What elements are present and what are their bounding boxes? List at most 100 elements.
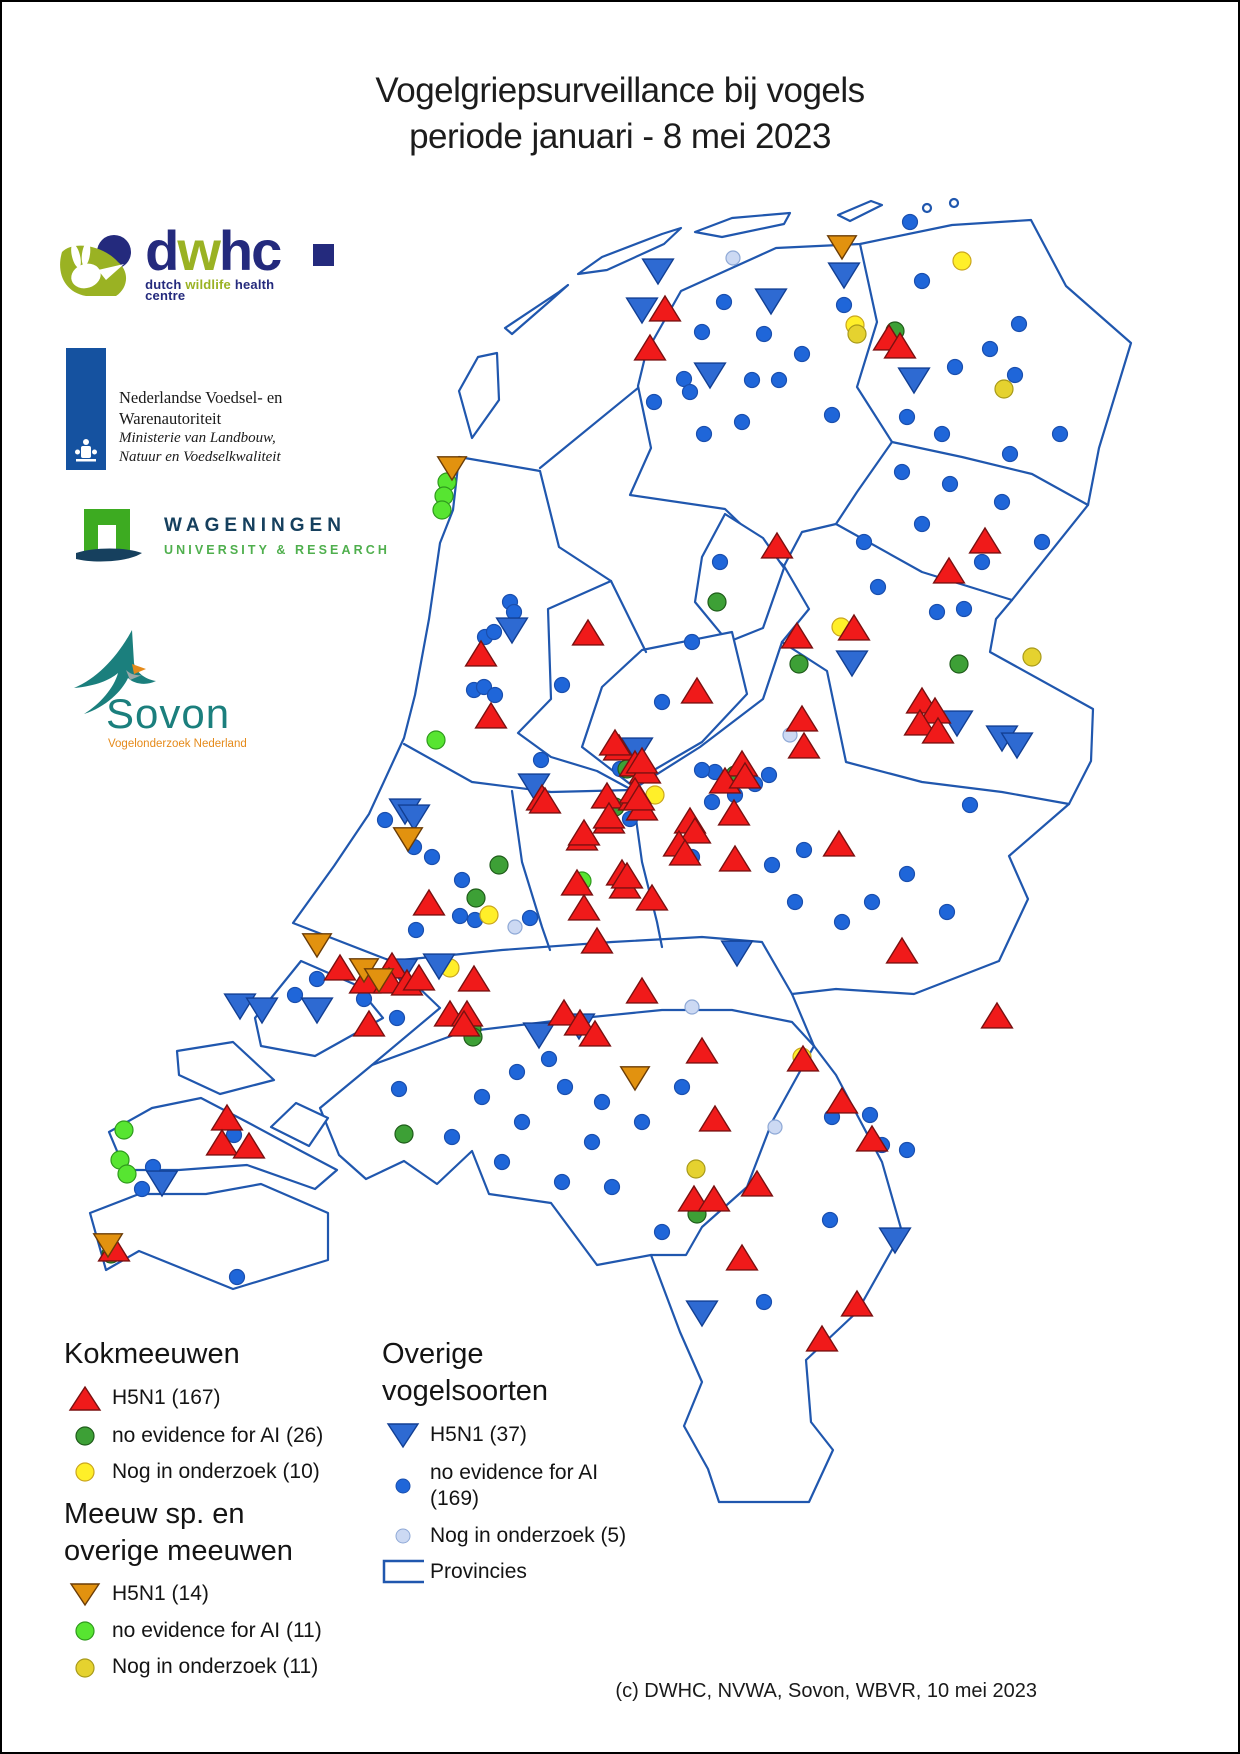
marker-kokmeeuwen-h5n1 bbox=[668, 838, 702, 866]
marker-overige-no-evidence bbox=[451, 907, 469, 925]
legend-overige-title: Overige vogelsoorten bbox=[382, 1338, 549, 1408]
marker-overige-no-evidence bbox=[611, 760, 629, 778]
marker-kokmeeuwen-onderzoek bbox=[952, 251, 972, 271]
marker-meeuw-no-evidence bbox=[437, 472, 457, 492]
marker-kokmeeuwen-h5n1 bbox=[323, 953, 357, 981]
marker-overige-no-evidence bbox=[475, 678, 493, 696]
marker-kokmeeuwen-no-evidence bbox=[725, 765, 745, 785]
marker-overige-h5n1 bbox=[300, 997, 334, 1025]
marker-kokmeeuwen-h5n1 bbox=[205, 1128, 239, 1156]
marker-overige-no-evidence bbox=[681, 383, 699, 401]
marker-kokmeeuwen-no-evidence bbox=[394, 1124, 414, 1144]
marker-overige-no-evidence bbox=[786, 893, 804, 911]
dwhc-logo-icon bbox=[60, 235, 131, 296]
dwhc-letter-d: d bbox=[145, 219, 179, 283]
marker-overige-onderzoek bbox=[725, 250, 741, 266]
marker-overige-no-evidence bbox=[693, 323, 711, 341]
marker-overige-no-evidence bbox=[423, 848, 441, 866]
marker-kokmeeuwen-h5n1 bbox=[673, 806, 707, 834]
marker-kokmeeuwen-h5n1 bbox=[837, 613, 871, 641]
legend-item-provincies: Provincies bbox=[382, 1559, 682, 1585]
island-rottum-2 bbox=[948, 197, 960, 209]
marker-overige-no-evidence bbox=[1006, 366, 1024, 384]
marker-overige-no-evidence bbox=[675, 370, 693, 388]
marker-overige-no-evidence bbox=[503, 618, 521, 636]
green-dot-icon bbox=[64, 1425, 106, 1447]
marker-overige-no-evidence bbox=[746, 775, 764, 793]
marker-kokmeeuwen-no-evidence bbox=[885, 321, 905, 341]
marker-overige-no-evidence bbox=[532, 751, 550, 769]
marker-overige-no-evidence bbox=[390, 1080, 408, 1098]
marker-overige-no-evidence bbox=[673, 1078, 691, 1096]
marker-kokmeeuwen-h5n1 bbox=[571, 618, 605, 646]
marker-meeuw-h5n1 bbox=[92, 1233, 124, 1259]
marker-overige-no-evidence bbox=[770, 371, 788, 389]
marker-overige-no-evidence bbox=[553, 676, 571, 694]
marker-kokmeeuwen-h5n1 bbox=[725, 1243, 759, 1271]
marker-overige-no-evidence bbox=[821, 1211, 839, 1229]
legend-item-overige-h5n1: H5N1 (37) bbox=[382, 1420, 682, 1450]
marker-kokmeeuwen-h5n1 bbox=[633, 333, 667, 361]
marker-overige-onderzoek bbox=[782, 727, 798, 743]
wur-logo: WAGENINGEN UNIVERSITY & RESEARCH bbox=[74, 507, 390, 567]
marker-overige-no-evidence bbox=[508, 1063, 526, 1081]
title-line2: periode januari - 8 mei 2023 bbox=[409, 117, 831, 157]
marker-kokmeeuwen-h5n1 bbox=[822, 829, 856, 857]
marker-overige-no-evidence bbox=[583, 1133, 601, 1151]
marker-kokmeeuwen-h5n1 bbox=[563, 1008, 597, 1036]
marker-meeuw-h5n1 bbox=[619, 1066, 651, 1092]
marker-overige-no-evidence bbox=[893, 463, 911, 481]
marker-overige-no-evidence bbox=[286, 986, 304, 1004]
legend-overige: Overige vogelsoorten H5N1 (37) no eviden… bbox=[382, 1336, 682, 1585]
marker-overige-h5n1 bbox=[985, 725, 1019, 753]
marker-kokmeeuwen-h5n1 bbox=[786, 1044, 820, 1072]
wur-subtitle: UNIVERSITY & RESEARCH bbox=[164, 543, 391, 557]
marker-kokmeeuwen-h5n1 bbox=[685, 1036, 719, 1064]
mainland-outline bbox=[291, 218, 1133, 1504]
marker-overige-no-evidence bbox=[476, 628, 494, 646]
marker-meeuw-h5n1 bbox=[392, 827, 424, 853]
marker-overige-h5n1 bbox=[385, 958, 419, 986]
marker-overige-no-evidence bbox=[793, 345, 811, 363]
nvwa-logo-text: Nederlandse Voedsel- en Warenautoriteit … bbox=[119, 348, 282, 470]
marker-kokmeeuwen-h5n1 bbox=[855, 1124, 889, 1152]
wur-name: WAGENINGEN bbox=[164, 515, 346, 536]
marker-kokmeeuwen-h5n1 bbox=[918, 696, 952, 724]
marker-kokmeeuwen-h5n1 bbox=[605, 858, 639, 886]
marker-kokmeeuwen-h5n1 bbox=[740, 1169, 774, 1197]
title-line1: Vogelgriepsurveillance bij vogels bbox=[375, 71, 865, 110]
marker-overige-no-evidence bbox=[763, 856, 781, 874]
marker-kokmeeuwen-h5n1 bbox=[785, 704, 819, 732]
marker-kokmeeuwen-h5n1 bbox=[698, 1104, 732, 1132]
marker-meeuw-h5n1 bbox=[826, 235, 858, 261]
marker-kokmeeuwen-h5n1 bbox=[921, 716, 955, 744]
marker-overige-no-evidence bbox=[505, 603, 523, 621]
marker-overige-no-evidence bbox=[653, 1223, 671, 1241]
marker-overige-h5n1 bbox=[223, 993, 257, 1021]
marker-overige-h5n1 bbox=[388, 798, 422, 826]
marker-overige-no-evidence bbox=[501, 593, 519, 611]
marker-overige-no-evidence bbox=[1051, 425, 1069, 443]
marker-overige-no-evidence bbox=[376, 811, 394, 829]
marker-overige-no-evidence bbox=[621, 810, 639, 828]
marker-kokmeeuwen-no-evidence bbox=[489, 855, 509, 875]
orange-triangle-icon bbox=[64, 1580, 106, 1608]
marker-overige-no-evidence bbox=[981, 340, 999, 358]
island-goeree-voorne bbox=[253, 959, 385, 1058]
marker-overige-no-evidence bbox=[703, 793, 721, 811]
island-texel bbox=[457, 351, 501, 440]
marker-overige-h5n1 bbox=[878, 1227, 912, 1255]
marker-overige-no-evidence bbox=[941, 475, 959, 493]
marker-overige-no-evidence bbox=[863, 893, 881, 911]
marker-kokmeeuwen-h5n1 bbox=[372, 966, 406, 994]
afsluitdijk bbox=[538, 386, 640, 470]
marker-kokmeeuwen-h5n1 bbox=[390, 968, 424, 996]
marker-kokmeeuwen-h5n1 bbox=[787, 731, 821, 759]
marker-kokmeeuwen-h5n1 bbox=[883, 331, 917, 359]
marker-overige-no-evidence bbox=[898, 408, 916, 426]
marker-kokmeeuwen-h5n1 bbox=[447, 1009, 481, 1037]
marker-kokmeeuwen-h5n1 bbox=[565, 823, 599, 851]
marker-kokmeeuwen-h5n1 bbox=[903, 708, 937, 736]
marker-overige-no-evidence bbox=[308, 970, 326, 988]
